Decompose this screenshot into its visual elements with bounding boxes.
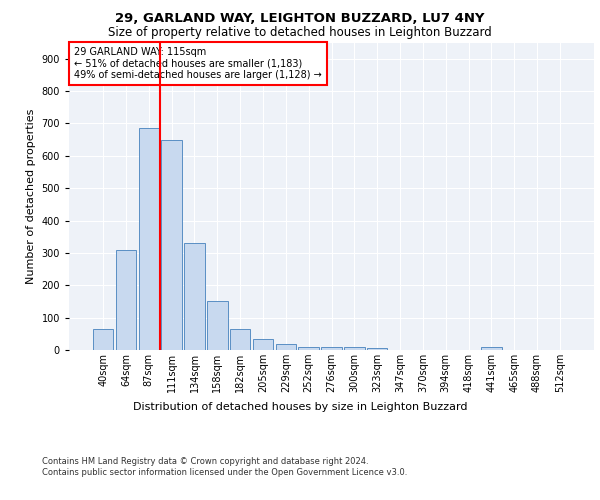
Bar <box>207 302 227 350</box>
Bar <box>139 128 159 350</box>
Bar <box>161 140 182 350</box>
Bar <box>344 347 365 350</box>
Text: 29, GARLAND WAY, LEIGHTON BUZZARD, LU7 4NY: 29, GARLAND WAY, LEIGHTON BUZZARD, LU7 4… <box>115 12 485 26</box>
Bar <box>298 347 319 350</box>
Text: 29 GARLAND WAY: 115sqm
← 51% of detached houses are smaller (1,183)
49% of semi-: 29 GARLAND WAY: 115sqm ← 51% of detached… <box>74 47 322 80</box>
Bar <box>367 348 388 350</box>
Text: Contains HM Land Registry data © Crown copyright and database right 2024.
Contai: Contains HM Land Registry data © Crown c… <box>42 458 407 477</box>
Bar <box>275 344 296 350</box>
Bar <box>321 347 342 350</box>
Bar <box>93 329 113 350</box>
Bar <box>481 347 502 350</box>
Bar <box>184 243 205 350</box>
Y-axis label: Number of detached properties: Number of detached properties <box>26 108 36 284</box>
Bar <box>116 250 136 350</box>
Bar <box>253 338 273 350</box>
Text: Size of property relative to detached houses in Leighton Buzzard: Size of property relative to detached ho… <box>108 26 492 39</box>
Bar <box>230 329 250 350</box>
Text: Distribution of detached houses by size in Leighton Buzzard: Distribution of detached houses by size … <box>133 402 467 412</box>
